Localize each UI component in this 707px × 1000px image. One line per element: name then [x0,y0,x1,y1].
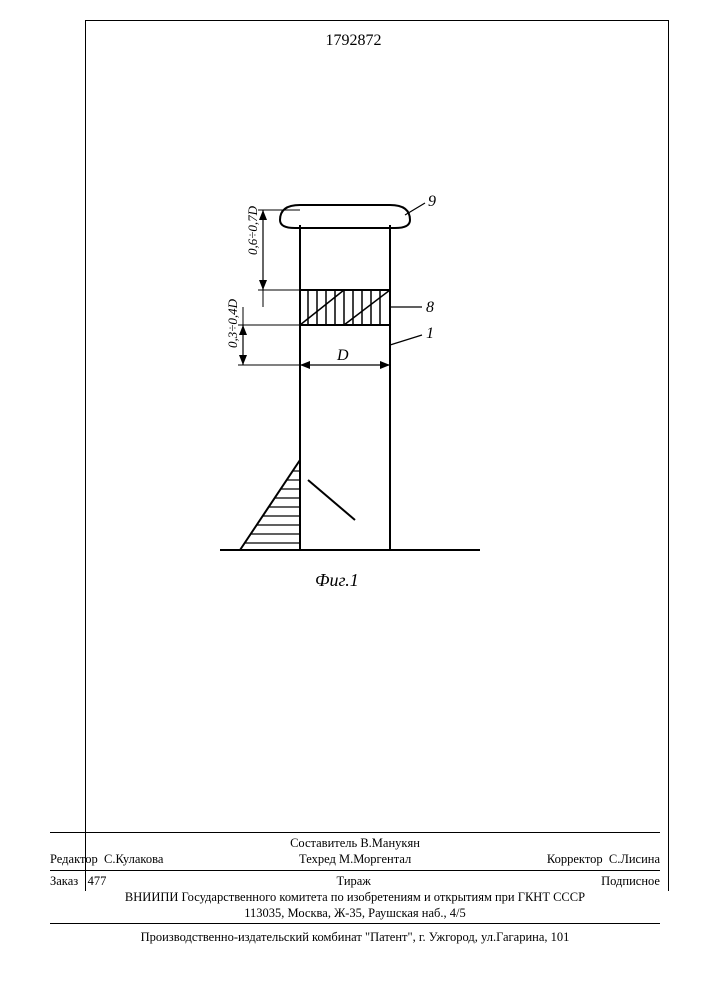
figure-1: D 9 8 1 0,6÷0,7D 0,3÷0,4D Фиг.1 [200,170,500,590]
figure-svg: D 9 8 1 0,6÷0,7D 0,3÷0,4D [200,170,500,590]
org-line-1: ВНИИПИ Государственного комитета по изоб… [50,889,660,905]
credits-row-1: Редактор С.Кулакова Техред М.Моргентал К… [50,851,660,867]
editor-cell: Редактор С.Кулакова [50,851,163,867]
order-label: Заказ [50,874,78,888]
corrector-name: С.Лисина [609,852,660,866]
label-9: 9 [428,193,436,210]
dim-lower: 0,3÷0,4D [225,298,240,348]
label-1: 1 [426,325,434,342]
editor-name: С.Кулакова [104,852,163,866]
tirage-label: Тираж [337,873,371,889]
order-number: 477 [88,874,107,888]
page: 1792872 [0,0,707,1000]
corrector-label: Корректор [547,852,603,866]
compiler-line: Составитель В.Манукян [50,835,660,851]
tech-label: Техред [299,852,336,866]
footer-line: Производственно-издательский комбинат "П… [50,930,660,945]
dim-upper: 0,6÷0,7D [245,205,260,255]
tech-cell: Техред М.Моргентал [299,851,411,867]
divider [50,870,660,871]
corrector-cell: Корректор С.Лисина [547,851,660,867]
compiler-label: Составитель [290,836,357,850]
figure-caption: Фиг.1 [315,570,359,591]
tech-name: М.Моргентал [339,852,411,866]
subscription-label: Подписное [601,873,660,889]
org-line-2: 113035, Москва, Ж-35, Раушская наб., 4/5 [50,905,660,921]
patent-number: 1792872 [0,32,707,50]
compiler-name: В.Манукян [360,836,420,850]
credits-block: Составитель В.Манукян Редактор С.Кулаков… [50,830,660,926]
diameter-label: D [336,347,349,364]
divider [50,832,660,833]
label-8: 8 [426,299,434,316]
credits-row-2: Заказ 477 Тираж Подписное [50,873,660,889]
divider [50,923,660,924]
editor-label: Редактор [50,852,98,866]
order-cell: Заказ 477 [50,873,106,889]
